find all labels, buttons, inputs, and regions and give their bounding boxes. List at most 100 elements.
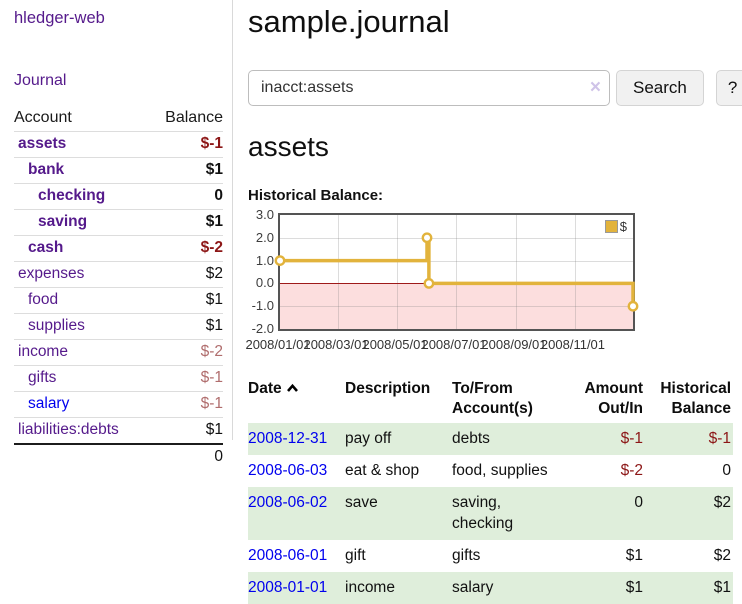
register-header-row: Date Description To/From Account(s) Amou…	[248, 377, 733, 423]
account-link-supplies[interactable]: supplies	[28, 317, 85, 334]
account-balance: $-2	[200, 239, 223, 256]
x-axis-tick-label: 2008/09/01	[481, 337, 547, 352]
amount-column-header[interactable]: Amount Out/In	[584, 380, 643, 417]
historical-balance-chart: $ 3.0 2.0 1.0 0.0 -1.0 -2.0 2008/01/01 2008/03…	[245, 207, 738, 355]
account-link-food[interactable]: food	[28, 291, 59, 308]
account-row: expenses $2	[14, 261, 223, 287]
x-axis-tick-label: 2008/01/01	[245, 337, 311, 352]
chart-heading: Historical Balance:	[248, 187, 384, 204]
register-row: 2008-06-01 gift gifts $1 $2	[248, 540, 733, 572]
account-link-income[interactable]: income	[18, 343, 68, 360]
account-row: saving $1	[14, 209, 223, 235]
account-balance: $-2	[200, 343, 223, 360]
account-row: checking 0	[14, 183, 223, 209]
gridline	[456, 215, 458, 329]
transaction-balance-cell: 0	[722, 462, 731, 479]
account-link-saving[interactable]: saving	[38, 213, 88, 230]
y-axis-tick-label: -2.0	[251, 321, 274, 336]
sort-ascending-icon	[286, 379, 299, 399]
main-content: sample.journal × Search ? assets Histori…	[245, 0, 742, 604]
transaction-date-cell: 2008-06-01	[248, 540, 345, 572]
register-row: 2008-01-01 income salary $1 $1	[248, 572, 733, 604]
description-column-header[interactable]: Description	[345, 380, 431, 397]
account-row: income $-2	[14, 339, 223, 365]
x-axis-tick-label: 2008/07/01	[421, 337, 487, 352]
account-link-cash[interactable]: cash	[28, 239, 64, 256]
search-input[interactable]	[248, 70, 610, 106]
gridline	[515, 215, 517, 329]
transaction-date-cell: 2008-12-31	[248, 423, 345, 455]
app-brand-link[interactable]: hledger-web	[14, 9, 105, 27]
transaction-description-cell: gift	[345, 547, 366, 564]
y-axis-tick-label: 0.0	[255, 275, 274, 291]
accounts-table: Account Balance assets $-1 bank $1 checking 0…	[14, 106, 223, 470]
gridline	[338, 215, 340, 329]
account-link-salary[interactable]: salary	[28, 395, 70, 412]
account-row: liabilities:debts $1	[14, 417, 223, 443]
account-link-checking[interactable]: checking	[38, 187, 106, 204]
transaction-description-cell: income	[345, 579, 395, 596]
transaction-date-link[interactable]: 2008-06-03	[248, 462, 328, 479]
data-point-marker	[421, 232, 433, 244]
account-link-assets[interactable]: assets	[18, 135, 67, 152]
transaction-date-link[interactable]: 2008-12-31	[248, 430, 328, 447]
x-axis-tick-label: 2008/05/01	[362, 337, 428, 352]
account-row: salary $-1	[14, 391, 223, 417]
date-column-header[interactable]: Date	[248, 377, 345, 423]
balance-column-header: Balance	[165, 109, 223, 126]
account-balance: $-1	[200, 369, 223, 386]
clear-search-icon[interactable]: ×	[589, 77, 601, 98]
account-balance: $-1	[200, 135, 223, 152]
accounts-column-header[interactable]: To/From Account(s)	[452, 380, 533, 417]
account-link-expenses[interactable]: expenses	[18, 265, 85, 282]
transaction-date-cell: 2008-01-01	[248, 572, 345, 604]
transaction-description-cell: save	[345, 494, 378, 511]
register-row: 2008-12-31 pay off debts $-1 $-1	[248, 423, 733, 455]
account-row: cash $-2	[14, 235, 223, 261]
y-axis-tick-label: 3.0	[255, 207, 274, 222]
balance-column-header[interactable]: Historical Balance	[660, 380, 731, 417]
accounts-table-header: Account Balance	[14, 106, 223, 131]
account-row: assets $-1	[14, 131, 223, 157]
legend-label: $	[619, 219, 627, 234]
search-button[interactable]: Search	[616, 70, 704, 106]
sidebar: hledger-web Journal Account Balance asse…	[0, 0, 233, 465]
page-title: sample.journal	[248, 4, 450, 39]
help-button[interactable]: ?	[715, 70, 742, 106]
data-point-marker	[627, 300, 639, 312]
data-point-marker	[274, 255, 286, 266]
transaction-date-link[interactable]: 2008-06-01	[248, 547, 328, 564]
x-axis-tick-label: 2008/11/01	[540, 337, 606, 352]
chart-negative-region	[280, 283, 633, 329]
accounts-total-row: 0	[14, 443, 223, 470]
account-balance: $2	[205, 265, 223, 282]
transaction-accounts-cell: gifts	[452, 547, 481, 564]
account-balance: $1	[205, 161, 223, 178]
account-balance: $1	[205, 213, 223, 230]
y-axis-tick-label: 2.0	[255, 229, 274, 245]
gridline	[574, 215, 576, 329]
account-balance: 0	[214, 187, 223, 204]
transaction-description-cell: pay off	[345, 430, 392, 447]
transaction-balance-cell: $2	[713, 547, 731, 564]
transaction-balance-cell: $1	[713, 579, 731, 596]
search-bar: × Search ?	[248, 70, 742, 106]
account-link-liabilities:debts[interactable]: liabilities:debts	[18, 421, 119, 438]
account-row: bank $1	[14, 157, 223, 183]
transaction-amount-cell: $1	[625, 547, 643, 564]
account-row: gifts $-1	[14, 365, 223, 391]
gridline	[280, 306, 633, 308]
legend-swatch-icon	[604, 220, 618, 233]
sidebar-item-journal[interactable]: Journal	[14, 72, 67, 89]
register-row: 2008-06-03 eat & shop food, supplies $-2 0	[248, 455, 733, 487]
accounts-total-value: 0	[214, 448, 223, 465]
account-column-header: Account	[14, 109, 72, 126]
data-point-marker	[423, 278, 435, 289]
account-balance: $1	[205, 421, 223, 438]
transaction-date-cell: 2008-06-03	[248, 455, 345, 487]
account-balance: $1	[205, 291, 223, 308]
transaction-balance-cell: $-1	[708, 430, 731, 447]
account-link-gifts[interactable]: gifts	[28, 369, 57, 386]
account-link-bank[interactable]: bank	[28, 161, 65, 178]
transaction-date-link[interactable]: 2008-06-02	[248, 494, 328, 511]
